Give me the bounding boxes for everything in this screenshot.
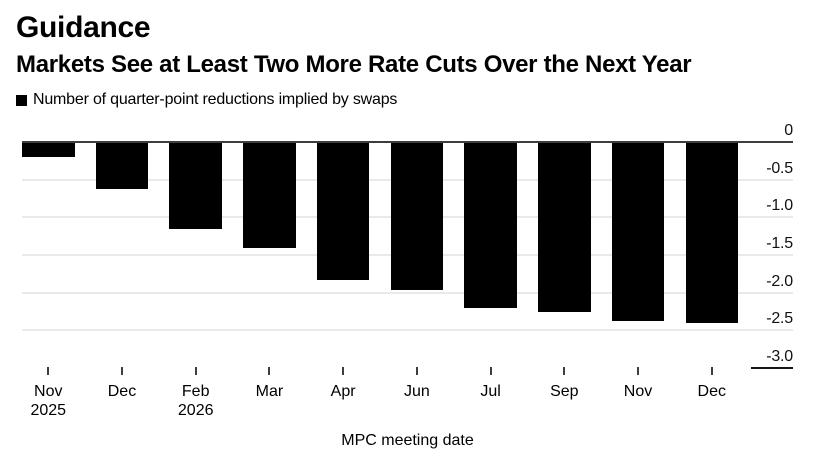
page-title: Guidance: [16, 11, 151, 44]
x-label-month: Feb: [181, 383, 210, 400]
y-axis-tick-label: -1.0: [766, 197, 793, 215]
y-axis-tick-label: -3.0: [766, 348, 793, 365]
legend: Number of quarter-point reductions impli…: [16, 91, 397, 109]
x-label-year: 2026: [177, 402, 214, 419]
x-axis-tick-label: Feb 2026: [159, 382, 233, 420]
x-axis-tick-label: Sep: [527, 382, 601, 401]
x-axis-tick: [489, 367, 492, 375]
x-label-month: Apr: [330, 383, 356, 400]
x-label-month: Nov: [34, 383, 63, 400]
x-axis-tick-label: Dec: [675, 382, 749, 401]
bar: [390, 142, 444, 290]
x-label-month: Nov: [623, 383, 653, 400]
x-axis-title: MPC meeting date: [341, 432, 474, 449]
bar: [316, 142, 370, 280]
y-axis-tick-label: -1.5: [766, 235, 793, 252]
y-axis-tick-label: -0.5: [766, 159, 793, 177]
legend-label: Number of quarter-point reductions impli…: [33, 91, 398, 108]
x-axis-tick-label: Apr: [306, 382, 380, 401]
x-label-month: Mar: [255, 383, 284, 400]
x-axis-tick: [47, 367, 50, 375]
x-label-month: Jun: [403, 383, 430, 400]
x-axis-tick-label: Mar: [232, 382, 306, 401]
x-label-month: Sep: [550, 383, 579, 400]
bar: [464, 142, 517, 308]
x-axis-tick: [637, 367, 640, 375]
y-axis-tick-label: -2.5: [766, 310, 793, 328]
legend-swatch-icon: [16, 94, 27, 106]
x-axis-tick-label: Jul: [454, 382, 528, 401]
x-axis-tick-label: Jun: [380, 382, 454, 401]
axis-min-line: [751, 367, 793, 369]
y-axis-tick-label: 0: [784, 122, 793, 139]
gridline: [22, 329, 793, 332]
bar: [22, 142, 75, 158]
x-label-month: Jul: [480, 383, 501, 400]
bar: [169, 142, 222, 229]
x-axis-tick: [415, 367, 418, 375]
x-axis-tick: [563, 367, 566, 375]
bar: [538, 142, 591, 313]
zero-gridline: [22, 141, 793, 143]
chart-subtitle: Markets See at Least Two More Rate Cuts …: [16, 51, 692, 78]
x-axis-tick: [342, 367, 345, 375]
x-label-year: 2025: [30, 402, 67, 419]
bar: [95, 142, 149, 189]
plot-area: 0 -0.5 -1.0 -1.5 -2.0 -2.5 -3.0 Nov 2025 Dec Feb 20…: [22, 123, 793, 419]
bar: [685, 142, 738, 323]
x-axis-tick: [710, 367, 713, 375]
x-axis-tick-label: Nov 2025: [11, 382, 85, 420]
x-label-month: Dec: [697, 383, 726, 400]
x-axis-tick: [120, 367, 123, 375]
x-axis-tick-label: Dec: [85, 382, 159, 401]
x-axis-tick: [268, 367, 271, 375]
gridline: [22, 291, 793, 294]
x-axis-tick-label: Nov: [601, 382, 675, 401]
x-label-month: Dec: [107, 383, 137, 400]
x-axis-tick: [194, 367, 197, 375]
y-axis-tick-label: -2.0: [766, 272, 793, 290]
bar: [243, 142, 296, 248]
bar: [611, 142, 665, 322]
